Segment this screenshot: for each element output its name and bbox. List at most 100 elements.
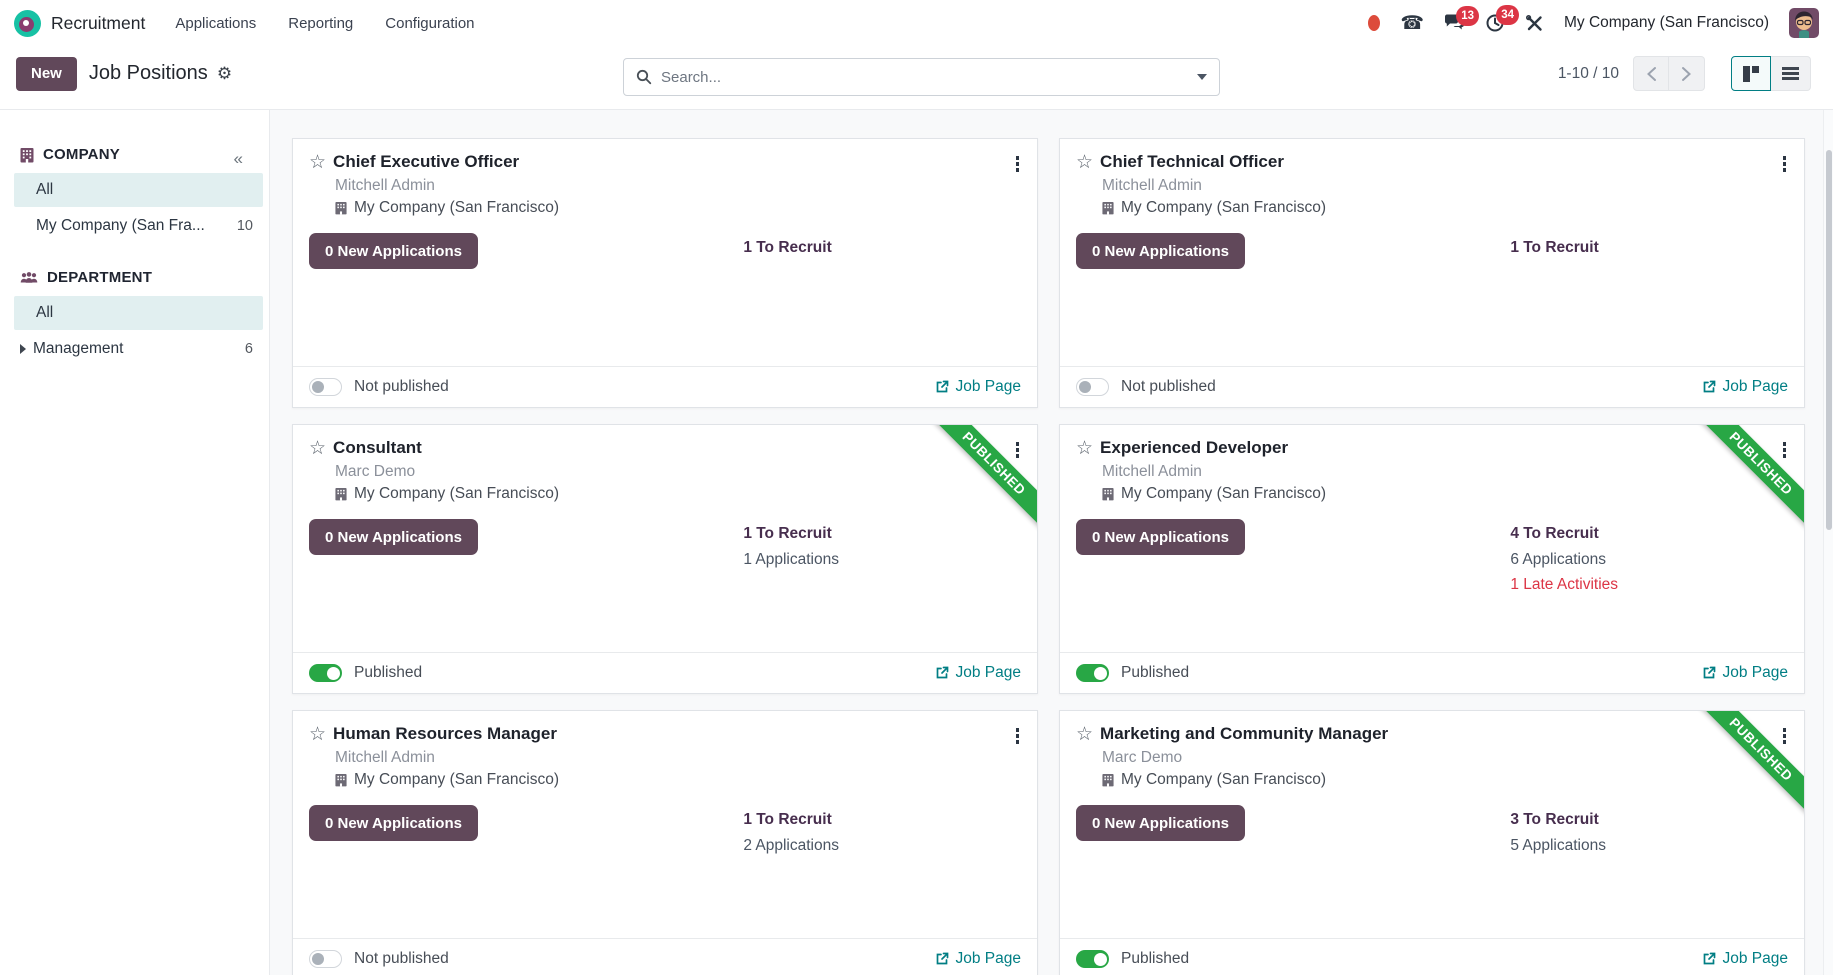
messages-icon[interactable]: 13 (1444, 6, 1479, 32)
kebab-menu-icon[interactable] (1780, 725, 1790, 747)
job-page-link[interactable]: Job Page (935, 664, 1021, 682)
favorite-star-icon[interactable]: ☆ (1076, 151, 1094, 173)
external-link-icon (1703, 952, 1715, 965)
filter-company-my-company[interactable]: My Company (San Fra... 10 (36, 217, 253, 234)
to-recruit-stat[interactable]: 1 To Recruit (743, 811, 832, 828)
new-applications-button[interactable]: 0 New Applications (1076, 805, 1245, 841)
control-panel: New Job Positions ⚙ 1-10 / 10 (0, 46, 1833, 110)
job-card-marketing-and-community-manager[interactable]: PUBLISHED ☆ Marketing and Community Mana… (1059, 710, 1805, 975)
recruiter-name: Marc Demo (335, 463, 416, 480)
kebab-menu-icon[interactable] (1780, 439, 1790, 461)
company-name: My Company (San Francisco) (1121, 199, 1327, 216)
publish-toggle[interactable] (1076, 664, 1109, 682)
favorite-star-icon[interactable]: ☆ (1076, 437, 1094, 459)
collapse-sidebar-button[interactable]: « (233, 149, 243, 168)
kebab-menu-icon[interactable] (1780, 153, 1790, 175)
actions-gear-icon[interactable]: ⚙ (216, 63, 233, 84)
activities-clock-icon[interactable]: 34 (1485, 5, 1519, 33)
department-section-header: DEPARTMENT (0, 269, 269, 296)
kebab-menu-icon[interactable] (1013, 725, 1023, 747)
recruiter-name: Marc Demo (1102, 749, 1183, 766)
users-icon (20, 271, 38, 285)
new-applications-button[interactable]: 0 New Applications (1076, 519, 1245, 555)
applications-stat[interactable]: 5 Applications (1510, 836, 1606, 854)
new-applications-button[interactable]: 0 New Applications (309, 519, 478, 555)
job-card-experienced-developer[interactable]: PUBLISHED ☆ Experienced Developer Mitche… (1059, 424, 1805, 694)
voip-phone-icon[interactable]: ☎ (1400, 12, 1424, 34)
new-applications-button[interactable]: 0 New Applications (309, 805, 478, 841)
search-input[interactable] (661, 68, 1189, 86)
job-card-consultant[interactable]: PUBLISHED ☆ Consultant Marc Demo My Comp… (292, 424, 1038, 694)
menu-reporting[interactable]: Reporting (288, 14, 354, 32)
publish-toggle[interactable] (309, 378, 342, 396)
job-page-link[interactable]: Job Page (1702, 378, 1788, 396)
app-brand[interactable]: Recruitment (14, 9, 145, 37)
company-name: My Company (San Francisco) (1121, 771, 1327, 788)
to-recruit-stat[interactable]: 1 To Recruit (743, 239, 832, 256)
publish-toggle[interactable] (1076, 378, 1109, 396)
late-activities-stat[interactable]: 1 Late Activities (1510, 576, 1619, 594)
filter-department-all[interactable]: All (14, 296, 263, 330)
new-applications-button[interactable]: 0 New Applications (1076, 233, 1245, 269)
messages-count-badge: 13 (1456, 6, 1479, 26)
applications-stat[interactable]: 6 Applications (1510, 550, 1606, 568)
search-dropdown-toggle-icon[interactable] (1197, 74, 1207, 80)
new-button[interactable]: New (16, 56, 77, 91)
job-card-chief-technical-officer[interactable]: ☆ Chief Technical Officer Mitchell Admin… (1059, 138, 1805, 408)
publish-toggle[interactable] (1076, 950, 1109, 968)
job-card-human-resources-manager[interactable]: ☆ Human Resources Manager Mitchell Admin… (292, 710, 1038, 975)
applications-stat[interactable]: 2 Applications (743, 836, 839, 854)
company-name: My Company (San Francisco) (354, 771, 560, 788)
kanban-view-icon (1743, 65, 1759, 82)
department-filter-section: DEPARTMENT All Management 6 (0, 269, 269, 366)
search-bar[interactable] (623, 58, 1220, 96)
filter-company-all[interactable]: All (14, 173, 263, 207)
menu-applications[interactable]: Applications (175, 14, 257, 32)
menu-configuration[interactable]: Configuration (385, 14, 475, 32)
favorite-star-icon[interactable]: ☆ (309, 723, 327, 745)
company-name: My Company (San Francisco) (354, 199, 560, 216)
expand-caret-icon[interactable] (20, 344, 26, 354)
company-record-count: 10 (236, 218, 253, 234)
job-page-link[interactable]: Job Page (935, 378, 1021, 396)
filter-department-management[interactable]: Management 6 (14, 332, 263, 366)
applications-stat[interactable]: 1 Applications (743, 550, 839, 568)
tools-icon[interactable] (1525, 14, 1544, 33)
favorite-star-icon[interactable]: ☆ (1076, 723, 1094, 745)
favorite-star-icon[interactable]: ☆ (309, 437, 327, 459)
pager-next-button[interactable] (1669, 56, 1705, 91)
publish-toggle[interactable] (309, 950, 342, 968)
building-icon (335, 201, 347, 215)
publish-toggle[interactable] (309, 664, 342, 682)
kebab-menu-icon[interactable] (1013, 153, 1023, 175)
to-recruit-stat[interactable]: 1 To Recruit (1510, 239, 1599, 256)
job-title: Experienced Developer (1100, 438, 1289, 457)
to-recruit-stat[interactable]: 3 To Recruit (1510, 811, 1599, 828)
job-page-link[interactable]: Job Page (935, 950, 1021, 968)
job-page-link[interactable]: Job Page (1702, 950, 1788, 968)
job-card-chief-executive-officer[interactable]: ☆ Chief Executive Officer Mitchell Admin… (292, 138, 1038, 408)
building-icon (335, 773, 347, 787)
vertical-scrollbar[interactable] (1823, 110, 1833, 975)
publish-status-label: Published (354, 664, 423, 681)
publish-status-label: Published (1121, 950, 1190, 967)
pager-previous-button[interactable] (1633, 56, 1669, 91)
current-company[interactable]: My Company (San Francisco) (1563, 14, 1769, 31)
company-section-header: COMPANY (0, 146, 269, 173)
favorite-star-icon[interactable]: ☆ (309, 151, 327, 173)
to-recruit-stat[interactable]: 1 To Recruit (743, 525, 832, 542)
user-avatar[interactable] (1789, 8, 1819, 38)
job-page-link[interactable]: Job Page (1702, 664, 1788, 682)
publish-status-label: Not published (354, 378, 449, 395)
scrollbar-thumb[interactable] (1825, 150, 1832, 530)
company-filter-section: COMPANY All My Company (San Fra... 10 (0, 146, 269, 243)
new-applications-button[interactable]: 0 New Applications (309, 233, 478, 269)
search-icon (636, 69, 652, 85)
list-view-button[interactable] (1771, 56, 1811, 91)
recruiter-name: Mitchell Admin (335, 177, 435, 194)
kebab-menu-icon[interactable] (1013, 439, 1023, 461)
kanban-view-button[interactable] (1731, 56, 1771, 91)
job-title: Marketing and Community Manager (1100, 724, 1389, 743)
page-title: Job Positions (88, 62, 208, 84)
to-recruit-stat[interactable]: 4 To Recruit (1510, 525, 1599, 542)
